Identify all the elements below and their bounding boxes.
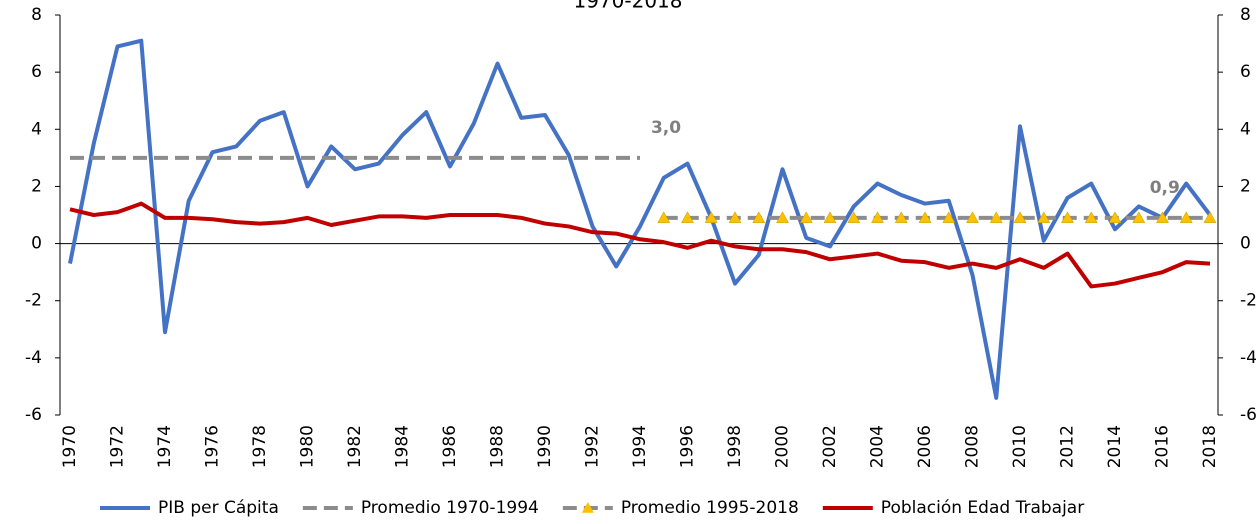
y2-tick-label: 2 — [1240, 176, 1251, 196]
series-marker — [1108, 211, 1122, 223]
x-tick-label: 1996 — [678, 425, 698, 468]
x-tick-label: 2010 — [1010, 425, 1030, 468]
series-marker — [989, 211, 1003, 223]
y2-tick-label: 0 — [1240, 234, 1251, 254]
legend-label: Promedio 1995-2018 — [621, 498, 799, 518]
x-tick-label: 1994 — [630, 425, 650, 468]
y-tick-label: -2 — [25, 291, 42, 311]
series-marker — [1013, 211, 1027, 223]
x-tick-label: 1980 — [298, 425, 318, 468]
x-tick-label: 2004 — [868, 425, 888, 468]
x-tick-label: 1990 — [535, 425, 555, 468]
series-marker — [1132, 211, 1146, 223]
series-marker — [657, 211, 671, 223]
series-marker — [966, 211, 979, 223]
chart-title: 1970-2018 — [573, 0, 682, 13]
series-marker — [823, 211, 837, 223]
y2-tick-label: 8 — [1240, 5, 1251, 25]
data-label: 3,0 — [651, 118, 681, 138]
series-marker — [704, 211, 718, 223]
series-marker — [894, 211, 908, 223]
y-tick-label: 6 — [31, 62, 42, 82]
series-marker — [1179, 211, 1193, 223]
x-tick-label: 1988 — [488, 425, 508, 468]
x-tick-label: 2012 — [1058, 425, 1078, 468]
y2-tick-label: 6 — [1240, 62, 1251, 82]
x-tick-label: 2008 — [963, 425, 983, 468]
x-tick-label: 1974 — [155, 425, 175, 468]
x-tick-label: 1992 — [583, 425, 603, 468]
series-marker — [799, 211, 813, 223]
y2-tick-label: -2 — [1240, 291, 1256, 311]
legend-label: PIB per Cápita — [158, 498, 279, 518]
x-tick-label: 1984 — [393, 425, 413, 468]
series-marker — [847, 211, 861, 223]
series-line — [68, 38, 1212, 400]
series-marker — [752, 211, 766, 223]
x-tick-label: 1982 — [345, 425, 365, 468]
y-tick-label: -6 — [25, 405, 42, 425]
y-tick-label: 2 — [31, 176, 42, 196]
y2-tick-label: -6 — [1240, 405, 1256, 425]
series-marker — [1084, 211, 1098, 223]
series-marker — [728, 211, 742, 223]
series-line — [69, 201, 1211, 289]
x-tick-label: 2014 — [1105, 425, 1125, 468]
legend-label: Población Edad Trabajar — [881, 498, 1084, 518]
y-tick-label: 8 — [31, 5, 42, 25]
series-marker — [681, 211, 694, 223]
series-marker — [1061, 211, 1074, 223]
x-tick-label: 2000 — [773, 425, 793, 468]
series-marker — [1156, 211, 1169, 223]
x-tick-label: 2002 — [820, 425, 840, 468]
legend-label: Promedio 1970-1994 — [361, 498, 539, 518]
legend-marker — [581, 502, 594, 513]
series-marker — [776, 211, 789, 223]
x-tick-label: 1978 — [250, 425, 270, 468]
y2-tick-label: 4 — [1240, 119, 1251, 139]
x-tick-label: 2018 — [1200, 425, 1220, 468]
x-tick-label: 1970 — [60, 425, 80, 468]
series-marker — [1203, 211, 1217, 223]
x-tick-label: 2006 — [915, 425, 935, 468]
series-marker — [918, 211, 932, 223]
series-marker — [871, 211, 884, 223]
x-tick-label: 1986 — [440, 425, 460, 468]
series-marker — [1037, 211, 1051, 223]
y-tick-label: -4 — [25, 348, 42, 368]
y-tick-label: 0 — [31, 234, 42, 254]
x-tick-label: 1972 — [108, 425, 128, 468]
series-marker — [942, 211, 956, 223]
x-tick-label: 1998 — [725, 425, 745, 468]
x-tick-label: 2016 — [1153, 425, 1173, 468]
y2-tick-label: -4 — [1240, 348, 1256, 368]
x-tick-label: 1976 — [203, 425, 223, 468]
data-label: 0,9 — [1150, 178, 1180, 198]
y-tick-label: 4 — [31, 119, 42, 139]
